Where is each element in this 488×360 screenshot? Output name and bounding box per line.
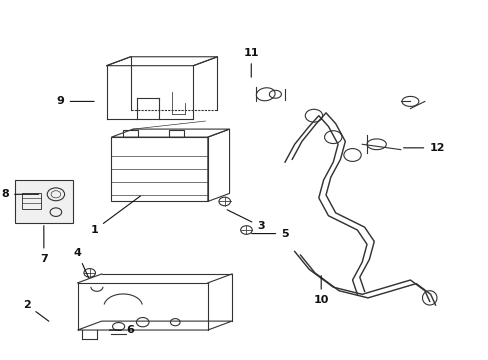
Text: 11: 11 <box>243 48 259 77</box>
Text: 9: 9 <box>57 96 94 107</box>
Text: 8: 8 <box>1 189 39 199</box>
Text: 1: 1 <box>90 196 140 235</box>
Bar <box>123 130 138 137</box>
Text: 6: 6 <box>109 325 134 335</box>
Text: 7: 7 <box>40 226 48 264</box>
Bar <box>22 193 41 208</box>
Text: 2: 2 <box>23 300 49 321</box>
Bar <box>169 130 183 137</box>
Text: 10: 10 <box>313 276 328 305</box>
Text: 4: 4 <box>74 248 88 278</box>
Text: 12: 12 <box>403 143 444 153</box>
Bar <box>15 180 73 223</box>
Text: 3: 3 <box>227 210 264 231</box>
Text: 5: 5 <box>251 229 288 239</box>
